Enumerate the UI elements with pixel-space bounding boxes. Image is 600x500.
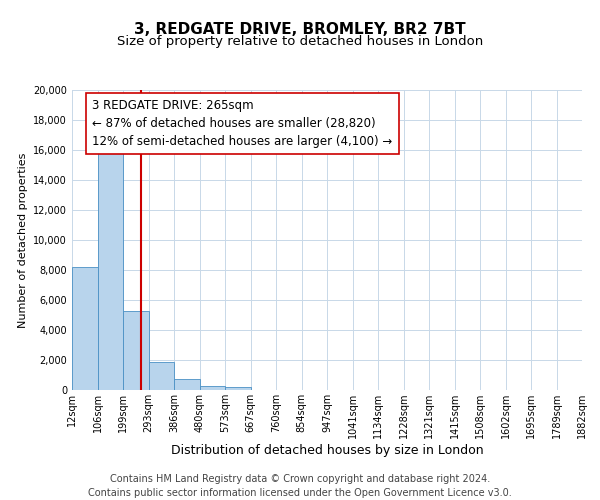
Text: Size of property relative to detached houses in London: Size of property relative to detached ho…: [117, 35, 483, 48]
Y-axis label: Number of detached properties: Number of detached properties: [18, 152, 28, 328]
Bar: [72, 267, 97, 390]
Bar: [149, 362, 174, 390]
Bar: [174, 379, 199, 390]
Bar: [225, 386, 251, 390]
Text: 3 REDGATE DRIVE: 265sqm
← 87% of detached houses are smaller (28,820)
12% of sem: 3 REDGATE DRIVE: 265sqm ← 87% of detache…: [92, 99, 392, 148]
Bar: [199, 386, 225, 390]
Text: Contains HM Land Registry data © Crown copyright and database right 2024.
Contai: Contains HM Land Registry data © Crown c…: [88, 474, 512, 498]
Text: 3, REDGATE DRIVE, BROMLEY, BR2 7BT: 3, REDGATE DRIVE, BROMLEY, BR2 7BT: [134, 22, 466, 38]
X-axis label: Distribution of detached houses by size in London: Distribution of detached houses by size …: [170, 444, 484, 457]
Bar: [123, 310, 149, 390]
Bar: [97, 141, 123, 390]
